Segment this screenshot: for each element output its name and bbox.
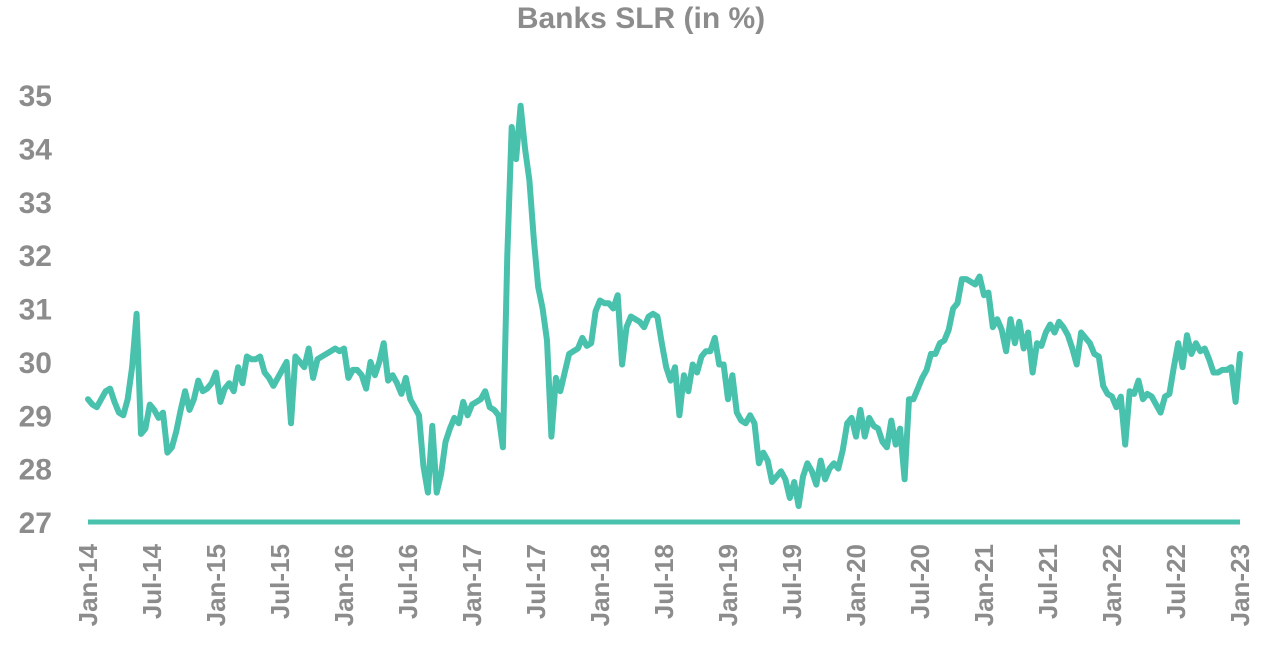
x-tick-label: Jan-17 [457, 544, 487, 626]
x-tick-label: Jan-14 [73, 543, 103, 626]
x-tick-label: Jul-16 [393, 544, 423, 619]
x-tick-label: Jan-18 [585, 544, 615, 626]
y-tick-label: 34 [19, 133, 53, 166]
x-axis-tick-labels: Jan-14 Jul-14 Jan-15 Jul-15 Jan-16 Jul-16 Jan-… [73, 543, 1255, 626]
x-tick-label: Jul-18 [649, 544, 679, 619]
y-tick-label: 28 [19, 454, 52, 487]
x-tick-label: Jan-21 [969, 544, 999, 626]
x-tick-label: Jan-16 [329, 544, 359, 626]
x-tick-label: Jan-15 [201, 544, 231, 626]
y-axis-tick-labels: 27 28 29 30 31 32 33 34 35 [19, 80, 53, 540]
y-tick-label: 30 [19, 347, 52, 380]
y-tick-label: 27 [19, 507, 52, 540]
y-tick-label: 31 [19, 294, 52, 327]
x-tick-label: Jul-20 [905, 544, 935, 619]
x-tick-label: Jan-22 [1097, 544, 1127, 626]
x-tick-label: Jul-19 [777, 544, 807, 619]
chart-title: Banks SLR (in %) [516, 2, 766, 35]
y-tick-label: 32 [19, 240, 52, 273]
series-line-banks-slr [85, 102, 1243, 509]
x-tick-label: Jul-22 [1161, 544, 1191, 619]
x-tick-label: Jan-20 [841, 544, 871, 626]
x-tick-label: Jan-19 [713, 544, 743, 626]
x-tick-label: Jul-14 [137, 543, 167, 619]
y-tick-label: 33 [19, 187, 52, 220]
x-tick-label: Jul-17 [521, 544, 551, 619]
series-layer [85, 102, 1243, 509]
x-tick-label: Jul-15 [265, 544, 295, 619]
y-tick-label: 35 [19, 80, 52, 113]
x-tick-label: Jul-21 [1033, 544, 1063, 619]
y-tick-label: 29 [19, 400, 52, 433]
x-tick-label: Jan-23 [1225, 544, 1255, 626]
